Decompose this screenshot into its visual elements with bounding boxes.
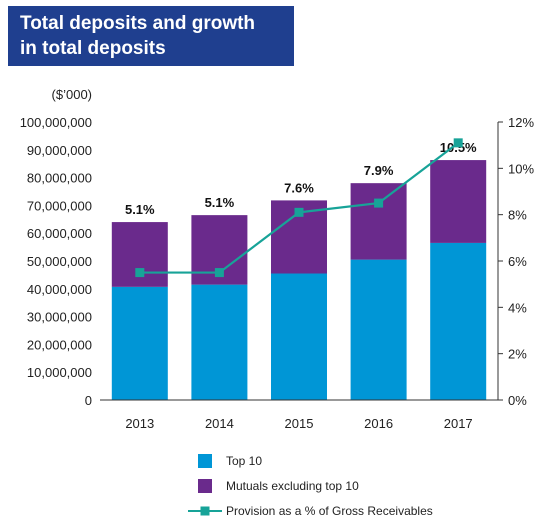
y-tick-label: 20,000,000	[27, 337, 92, 352]
bar-mutuals-excluding-top-10	[430, 160, 487, 243]
y-tick-label: 90,000,000	[27, 143, 92, 158]
legend-swatch	[198, 454, 212, 468]
legend-swatch	[198, 479, 212, 493]
provision-marker	[214, 268, 224, 278]
y-tick-label: 50,000,000	[27, 254, 92, 269]
y2-tick-label: 12%	[508, 115, 534, 130]
y2-tick-label: 8%	[508, 208, 527, 223]
bar-top-10	[350, 259, 407, 400]
chart-title-line-1: Total deposits and growth	[20, 13, 256, 34]
chart-title-line-2: in total deposits	[20, 38, 166, 59]
x-tick-label: 2017	[444, 416, 473, 431]
y-tick-label: 40,000,000	[27, 282, 92, 297]
y-tick-label: 60,000,000	[27, 226, 92, 241]
bar-total-label: 7.9%	[364, 163, 394, 178]
bar-total-label: 10.5%	[440, 140, 477, 155]
y-tick-label: 30,000,000	[27, 310, 92, 325]
y2-tick-label: 0%	[508, 393, 527, 408]
bar-top-10	[191, 284, 248, 400]
bar-top-10	[271, 273, 327, 400]
x-tick-label: 2013	[125, 416, 154, 431]
legend-label: Provision as a % of Gross Receivables	[226, 504, 433, 518]
provision-marker	[294, 207, 304, 217]
bar-total-label: 7.6%	[284, 180, 314, 195]
x-tick-label: 2016	[364, 416, 393, 431]
x-tick-label: 2015	[285, 416, 314, 431]
provision-marker	[135, 268, 145, 278]
legend-label: Top 10	[226, 454, 262, 468]
bar-total-label: 5.1%	[205, 195, 235, 210]
y2-tick-label: 10%	[508, 161, 534, 176]
y-tick-label: 100,000,000	[20, 115, 92, 130]
provision-marker	[374, 198, 384, 208]
provision-marker	[453, 138, 463, 148]
y-tick-label: 10,000,000	[27, 365, 92, 380]
bar-mutuals-excluding-top-10	[350, 183, 407, 260]
legend-marker-swatch	[200, 506, 210, 516]
legend-label: Mutuals excluding top 10	[226, 479, 359, 493]
y2-tick-label: 4%	[508, 300, 527, 315]
y-axis-unit-label: ($’000)	[52, 87, 92, 102]
chart-title: Total deposits and growth in total depos…	[8, 6, 294, 66]
y2-tick-label: 6%	[508, 254, 527, 269]
y-tick-label: 80,000,000	[27, 171, 92, 186]
y-tick-label: 0	[85, 393, 92, 408]
bar-total-label: 5.1%	[125, 202, 155, 217]
y2-tick-label: 2%	[508, 347, 527, 362]
y-tick-label: 70,000,000	[27, 198, 92, 213]
bar-top-10	[111, 286, 168, 400]
bar-mutuals-excluding-top-10	[111, 222, 168, 287]
bar-top-10	[430, 242, 487, 400]
x-tick-label: 2014	[205, 416, 234, 431]
